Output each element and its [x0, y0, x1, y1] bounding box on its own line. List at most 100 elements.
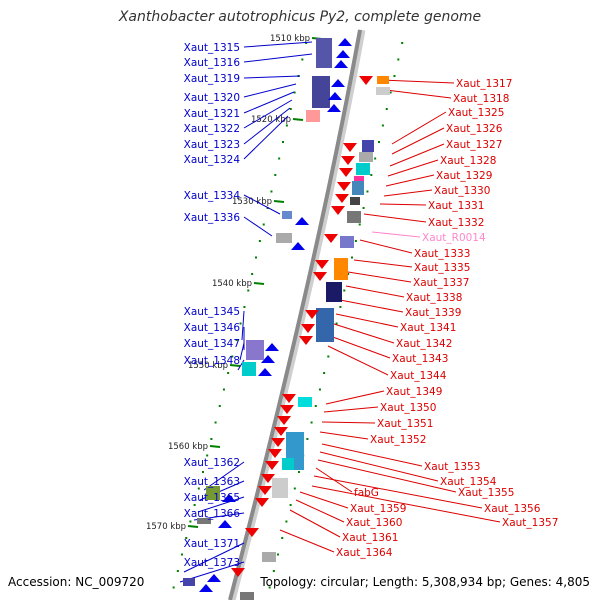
scale-minor-tick [268, 586, 271, 589]
scale-label: 1510 kbp [270, 34, 310, 44]
scale-label: 1550 kbp [188, 361, 228, 371]
leader-line [363, 213, 427, 223]
scale-label: 1540 kbp [212, 279, 252, 289]
gene-arrow-reverse [313, 272, 327, 281]
gene-arrow-reverse [258, 486, 272, 495]
scale-minor-tick [235, 339, 238, 341]
scale-minor-tick [172, 586, 175, 589]
scale-minor-tick [350, 256, 353, 259]
gene-box [347, 211, 361, 223]
gene-arrow-forward [207, 574, 221, 582]
gene-box [356, 163, 370, 175]
scale-minor-tick [272, 570, 275, 572]
leader-line [321, 421, 376, 424]
gene-label-left: Xaut_1323 [184, 139, 240, 151]
scale-minor-tick [214, 421, 217, 424]
gene-label-right: Xaut_1344 [390, 370, 447, 382]
gene-label-right: Xaut_1354 [440, 476, 497, 488]
gene-box [377, 76, 389, 84]
scale-minor-tick [231, 355, 234, 358]
gene-label-right: Xaut_1342 [396, 338, 452, 350]
leader-line [239, 342, 245, 361]
scale-minor-tick [210, 438, 213, 440]
gene-label-right: Xaut_1349 [386, 386, 442, 398]
gene-box [206, 486, 220, 500]
scale-minor-tick [247, 289, 250, 292]
scale-minor-tick [181, 553, 184, 556]
leader-line [391, 111, 447, 145]
gene-box [246, 340, 264, 360]
gene-arrow-reverse [301, 324, 315, 333]
leader-line [335, 313, 399, 328]
leader-line [391, 127, 445, 155]
gene-arrow-reverse [341, 156, 355, 165]
gene-label-right: Xaut_1332 [428, 217, 484, 229]
leader-line [345, 285, 405, 298]
gene-arrow-forward [295, 217, 309, 225]
gene-label-right: Xaut_1330 [434, 185, 490, 197]
gene-label-left: Xaut_1321 [184, 108, 240, 120]
gene-label-left: Xaut_1373 [184, 557, 240, 569]
gene-label-right: Xaut_1327 [446, 139, 502, 151]
scale-minor-tick [258, 240, 261, 242]
scale-minor-tick [306, 438, 309, 440]
scale-minor-tick [343, 289, 346, 292]
scale-minor-tick [374, 157, 377, 160]
gene-label-right: Xaut_1361 [342, 532, 398, 544]
leader-line [329, 335, 391, 359]
scale-minor-tick [358, 223, 361, 226]
gene-label-right: Xaut_1343 [392, 353, 448, 365]
leader-line [311, 485, 501, 523]
leader-line [347, 271, 412, 283]
leader-line [203, 461, 245, 491]
gene-box [197, 518, 211, 524]
scale-minor-tick [285, 124, 288, 127]
leader-line [237, 359, 245, 371]
scale-minor-tick [282, 141, 285, 143]
gene-box [316, 38, 332, 68]
gene-label-right: Xaut_1360 [346, 517, 402, 529]
leader-line [243, 115, 289, 160]
gene-label-left: Xaut_1348 [184, 355, 240, 367]
scale-minor-tick [347, 273, 350, 275]
gene-label-right: Xaut_1318 [453, 93, 509, 105]
scale-minor-tick [327, 355, 330, 358]
gene-label-right: Xaut_1356 [484, 503, 541, 515]
gene-arrow-reverse [324, 234, 338, 243]
gene-label-right: Xaut_1326 [446, 123, 503, 135]
leader-line [289, 509, 341, 538]
gene-box [340, 236, 354, 248]
scale-minor-tick [339, 306, 342, 308]
leader-line [383, 189, 433, 197]
scale-minor-tick [370, 174, 373, 176]
gene-label-right: Xaut_1338 [406, 292, 462, 304]
gene-box [334, 258, 348, 280]
gene-box [298, 397, 312, 407]
scale-minor-tick [301, 58, 304, 61]
scale-major-tick [209, 445, 221, 448]
gene-label-left: Xaut_1336 [184, 212, 241, 224]
gene-arrow-forward [265, 343, 279, 351]
gene-arrow-forward [222, 494, 236, 502]
gene-label-left: Xaut_1345 [184, 306, 240, 318]
scale-minor-tick [381, 124, 384, 127]
gene-arrow-forward [336, 50, 350, 58]
rna-label-right: Xaut_R0014 [422, 232, 486, 244]
scale-minor-tick [176, 570, 179, 572]
leader-line [243, 83, 297, 98]
gene-label-right: Xaut_1352 [370, 434, 426, 446]
leader-line [243, 99, 293, 129]
leader-line [279, 529, 335, 553]
scale-minor-tick [222, 388, 225, 391]
gene-box [362, 140, 374, 152]
gene-label-left: Xaut_1334 [184, 190, 241, 202]
gene-arrow-forward [291, 242, 305, 250]
scale-minor-tick [305, 42, 308, 44]
scale-minor-tick [278, 157, 281, 160]
leader-line [379, 203, 427, 206]
gene-arrow-reverse [271, 438, 285, 447]
gene-label-left: Xaut_1346 [184, 322, 241, 334]
leader-line [295, 499, 345, 523]
leader-line [321, 443, 423, 467]
